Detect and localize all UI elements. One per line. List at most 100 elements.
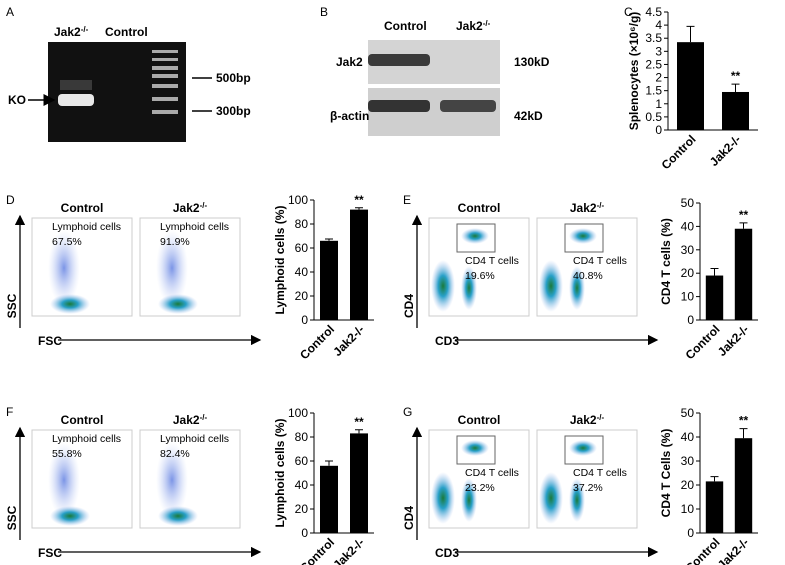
population [50,294,90,314]
y-tick-label: 3.5 [645,31,662,45]
plot-title: Jak2-/- [173,201,208,216]
y-axis-label: Splenocytes (×10⁶/g) [627,12,641,131]
axis-label: FSC [38,334,62,348]
population [158,294,198,314]
bar [677,42,704,130]
population [461,478,477,522]
y-tick-label: 20 [295,289,309,303]
gel [48,42,186,142]
population [569,478,585,522]
y-tick-label: 0 [687,526,694,540]
y-axis-label: Lymphoid cells (%) [273,419,287,528]
y-tick-label: 0.5 [645,110,662,124]
axis-label: FSC [38,546,62,560]
bar [722,91,749,130]
gate-label: CD4 T cells [465,467,519,479]
column-label-main: Jak2 [456,19,483,33]
y-tick-label: 80 [295,217,309,231]
gate [564,435,604,465]
plot-title-sup: -/- [597,201,605,210]
y-axis-label: CD4 T Cells (%) [659,429,673,518]
gate-percent: 23.2% [465,482,495,494]
y-tick-label: 0 [301,526,308,540]
bar [734,228,753,320]
y-tick-label: 2.5 [645,57,662,71]
gel-band [58,94,94,106]
plot-title: Control [458,201,501,215]
y-tick-label: 20 [681,478,695,492]
plot-title: Jak2-/- [173,413,208,428]
panel-label: E [403,193,411,207]
population [569,440,597,456]
x-tick-label: Jak2-/- [707,132,744,169]
column-label: Control [384,19,427,33]
axis-label: SSC [5,293,19,318]
y-tick-label: 60 [295,454,309,468]
plot-title-main: Jak2 [173,413,200,427]
panel-label: C [624,5,633,19]
significance: ** [739,414,749,428]
y-tick-label: 3 [655,44,662,58]
gate-percent: 19.6% [465,270,495,282]
blot-band [368,100,430,112]
y-tick-label: 50 [681,196,695,210]
bar [734,438,753,533]
significance: ** [731,69,741,83]
population [158,506,198,526]
size-label: 130kD [514,55,550,69]
plot-title: Control [458,413,501,427]
y-tick-label: 100 [288,193,308,207]
y-tick-label: 40 [681,430,695,444]
y-tick-label: 0 [687,313,694,327]
panel-label: A [6,5,14,19]
plot-title-main: Jak2 [570,413,597,427]
y-axis-label: CD4 T cells (%) [659,218,673,305]
significance: ** [739,208,749,222]
axis-label: CD3 [435,546,459,560]
gate-percent: 82.4% [160,448,190,460]
plot-title: Jak2-/- [570,201,605,216]
gate [456,435,496,465]
band-label: KO [8,93,26,107]
x-tick-label: Control [297,322,337,362]
x-tick-label: Jak2-/- [715,535,752,565]
gate-label: Lymphoid cells [52,221,121,233]
y-tick-label: 30 [681,454,695,468]
plot-title-sup: -/- [200,413,208,422]
gate [564,223,604,253]
lane-label: Control [105,25,148,39]
lane-label-main: Jak2 [54,25,81,39]
error-bar [325,238,333,241]
population [48,230,80,306]
gate-label: CD4 T cells [465,255,519,267]
population [50,506,90,526]
y-axis-label: Lymphoid cells (%) [273,206,287,315]
significance: ** [354,193,364,207]
marker-label: 300bp [216,104,251,118]
error-bar [355,207,363,210]
population [156,442,188,518]
plot-title-main: Jak2 [570,201,597,215]
population [48,442,80,518]
gate [456,223,496,253]
blot-band [440,100,496,112]
error-bar [686,25,695,43]
population [156,230,188,306]
x-tick-label: Control [683,322,723,362]
y-tick-label: 30 [681,243,695,257]
plot-title-sup: -/- [597,413,605,422]
plot-title-sup: -/- [200,201,208,210]
bar [320,240,338,320]
error-bar [355,429,363,434]
population [461,228,489,244]
gate-percent: 91.9% [160,236,190,248]
gate-label: Lymphoid cells [160,221,229,233]
bar [350,433,368,533]
error-bar [710,476,719,482]
gate-label: Lymphoid cells [52,433,121,445]
panel-label: D [6,193,15,207]
bar [350,209,368,320]
y-tick-label: 40 [295,265,309,279]
error-bar [739,428,748,439]
population [431,472,455,524]
